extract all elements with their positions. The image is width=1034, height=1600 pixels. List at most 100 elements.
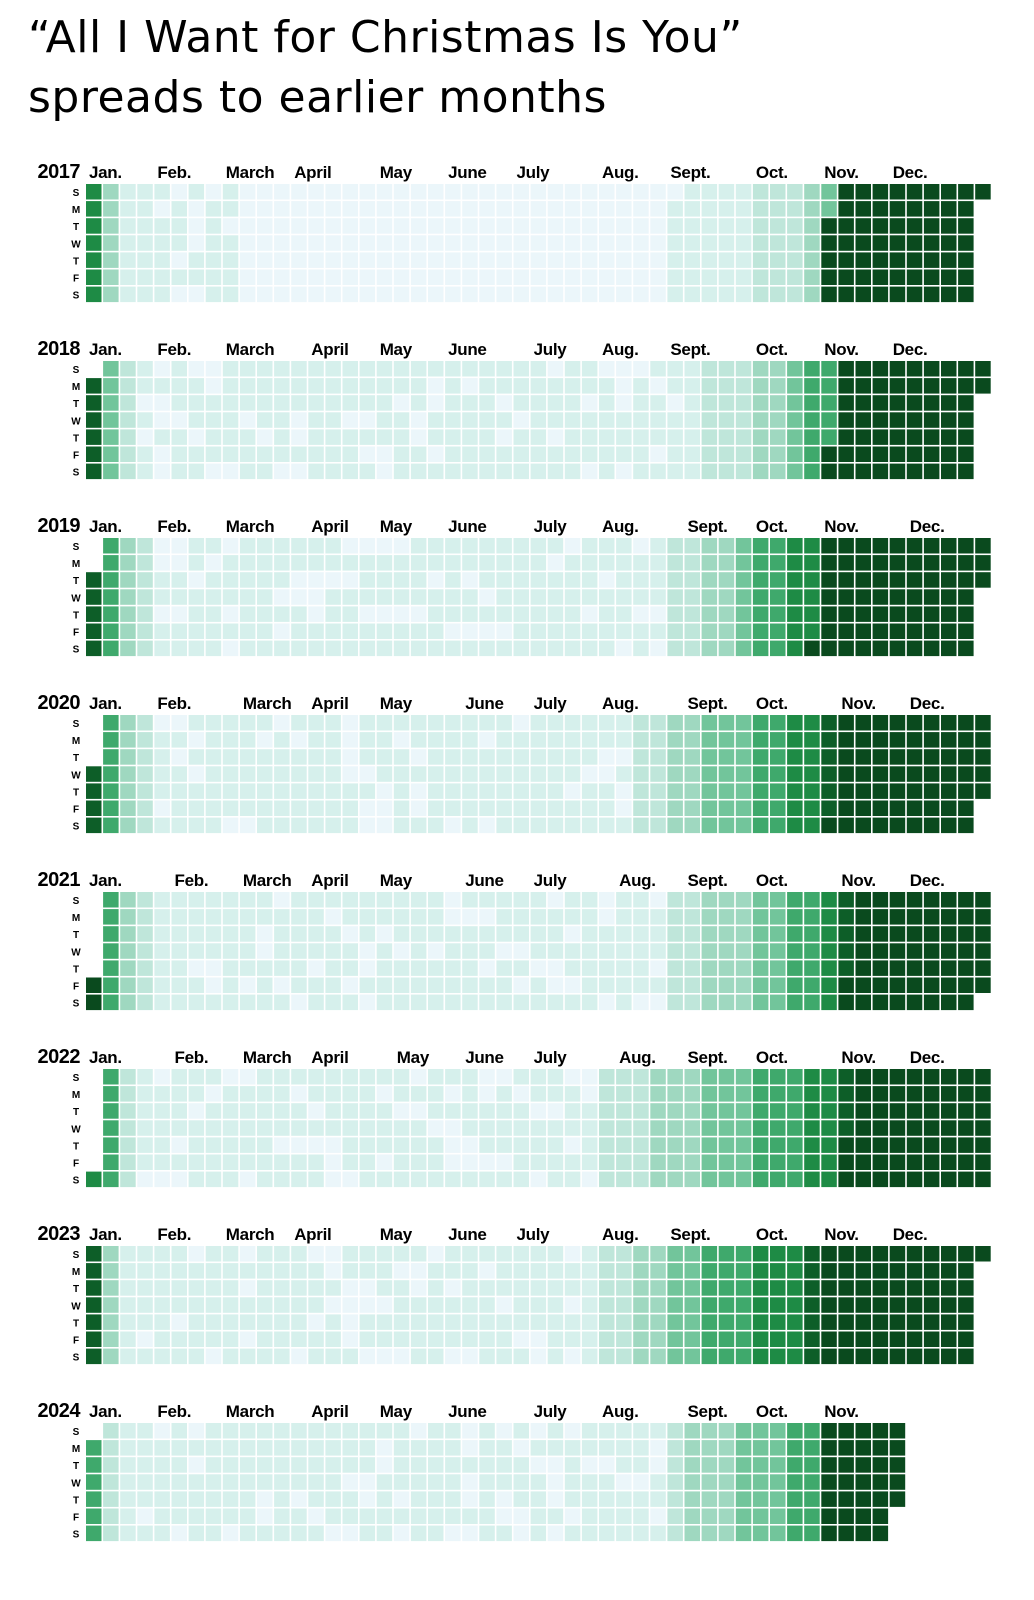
heatmap-cell xyxy=(359,1457,376,1473)
heatmap-cell xyxy=(359,1103,376,1119)
heatmap-cell xyxy=(684,994,700,1011)
heatmap-cell xyxy=(684,361,700,377)
heatmap-cell xyxy=(684,1069,700,1085)
heatmap-cell xyxy=(530,1508,547,1524)
month-label: Oct. xyxy=(756,163,788,182)
heatmap-cell xyxy=(239,783,256,799)
heatmap-cell xyxy=(684,218,700,234)
heatmap-cell xyxy=(410,361,427,377)
heatmap-cell xyxy=(496,926,512,942)
heatmap-cell xyxy=(445,943,461,959)
heatmap-cell xyxy=(530,994,547,1011)
heatmap-cell xyxy=(787,715,803,731)
heatmap-cell xyxy=(308,943,324,959)
heatmap-cell xyxy=(513,1137,529,1153)
heatmap-cell xyxy=(616,1154,632,1170)
heatmap-cell xyxy=(137,269,153,285)
heatmap-cell xyxy=(941,1137,957,1153)
heatmap-cell xyxy=(581,1086,598,1102)
heatmap-cell xyxy=(701,361,718,377)
heatmap-cell xyxy=(923,1331,940,1347)
heatmap-cell xyxy=(633,412,649,428)
heatmap-cell xyxy=(154,977,170,993)
heatmap-cell xyxy=(103,378,119,394)
heatmap-cell xyxy=(752,1120,769,1136)
heatmap-cell xyxy=(787,1280,803,1296)
day-label: F xyxy=(73,1336,79,1347)
heatmap-cell xyxy=(359,817,376,834)
heatmap-cell xyxy=(650,446,666,462)
heatmap-cell xyxy=(239,463,256,480)
heatmap-cell xyxy=(154,429,170,445)
heatmap-cell xyxy=(137,800,153,816)
heatmap-cell xyxy=(445,252,461,268)
heatmap-cell xyxy=(855,589,871,605)
heatmap-cell xyxy=(906,1246,923,1262)
heatmap-cell xyxy=(564,429,581,445)
heatmap-cell xyxy=(291,909,307,925)
heatmap-cell xyxy=(308,269,324,285)
month-label: March xyxy=(243,871,292,890)
heatmap-cell xyxy=(120,184,136,200)
month-label: Dec. xyxy=(910,694,945,713)
heatmap-cell xyxy=(872,994,889,1011)
heatmap-cell xyxy=(530,640,547,657)
heatmap-cell xyxy=(291,286,307,303)
heatmap-cell xyxy=(735,1120,752,1136)
heatmap-cell xyxy=(205,1491,222,1507)
heatmap-cell xyxy=(479,463,495,480)
heatmap-cell xyxy=(428,429,444,445)
heatmap-cell xyxy=(274,446,290,462)
heatmap-cell xyxy=(701,1137,718,1153)
heatmap-cell xyxy=(667,1154,683,1170)
heatmap-cell xyxy=(804,395,820,411)
heatmap-cell xyxy=(599,892,615,908)
heatmap-cell xyxy=(650,538,666,554)
heatmap-cell xyxy=(239,1154,256,1170)
heatmap-cell xyxy=(804,766,820,782)
heatmap-cell xyxy=(633,1263,649,1279)
heatmap-cell xyxy=(120,1491,136,1507)
heatmap-cell xyxy=(804,926,820,942)
heatmap-cell xyxy=(291,1423,307,1439)
heatmap-cell xyxy=(581,1348,598,1365)
heatmap-cell xyxy=(821,184,837,200)
heatmap-cell xyxy=(222,943,239,959)
heatmap-cell xyxy=(120,1457,136,1473)
heatmap-cell xyxy=(205,1263,222,1279)
heatmap-cell xyxy=(770,1474,786,1490)
heatmap-cell xyxy=(701,606,718,622)
heatmap-cell xyxy=(701,463,718,480)
month-label: Jan. xyxy=(89,340,122,359)
heatmap-cell xyxy=(428,1154,444,1170)
heatmap-cell xyxy=(616,623,632,639)
heatmap-cell xyxy=(462,446,478,462)
heatmap-cell xyxy=(564,1348,581,1365)
heatmap-cell xyxy=(684,463,700,480)
heatmap-cell xyxy=(291,218,307,234)
heatmap-cell xyxy=(393,1137,410,1153)
heatmap-cell xyxy=(291,1120,307,1136)
heatmap-cell xyxy=(308,412,324,428)
heatmap-cell xyxy=(325,749,341,765)
heatmap-cell xyxy=(633,218,649,234)
heatmap-cell xyxy=(342,1525,358,1542)
heatmap-cell xyxy=(445,1314,461,1330)
heatmap-cell xyxy=(445,766,461,782)
heatmap-cell xyxy=(257,589,273,605)
heatmap-cell xyxy=(547,235,564,251)
heatmap-cell xyxy=(496,395,512,411)
heatmap-cell xyxy=(633,1137,649,1153)
heatmap-cell xyxy=(975,766,991,782)
heatmap-cell xyxy=(787,463,803,480)
heatmap-cell xyxy=(616,817,632,834)
heatmap-cell xyxy=(752,1525,769,1542)
month-label: Sept. xyxy=(670,340,710,359)
heatmap-cell xyxy=(701,994,718,1011)
year-label: 2023 xyxy=(38,1223,81,1245)
heatmap-cell xyxy=(154,463,170,480)
heatmap-cell xyxy=(410,378,427,394)
heatmap-cell xyxy=(342,269,358,285)
heatmap-cell xyxy=(650,606,666,622)
heatmap-cell xyxy=(325,943,341,959)
